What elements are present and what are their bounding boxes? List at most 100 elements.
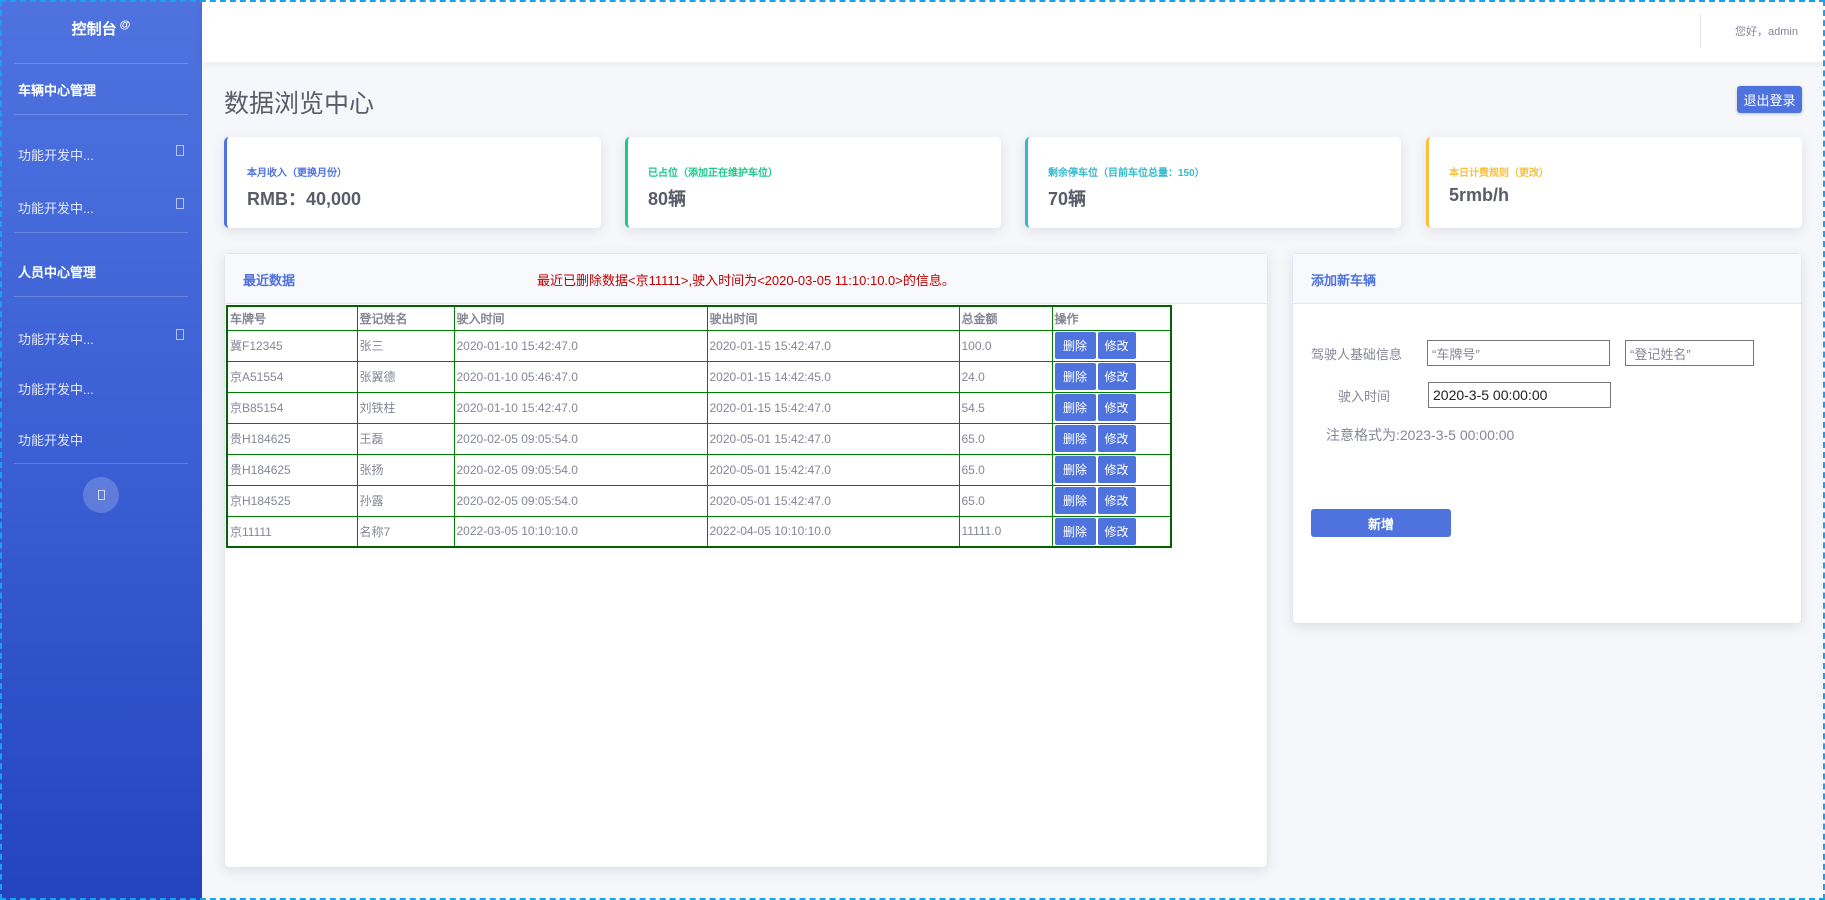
table-cell: 2020-01-10 15:42:47.0 bbox=[453, 329, 708, 362]
delete-button[interactable]: 删除 bbox=[1054, 425, 1096, 452]
sidebar-item-label: 功能开发中... bbox=[18, 332, 94, 347]
data-table: 车牌号 登记姓名 驶入时间 驶出时间 总金额 操作 冀F12345 张三 2020-01-10… bbox=[226, 305, 1172, 548]
brand-icon: @ bbox=[119, 19, 131, 31]
panel-title: 最近数据 bbox=[243, 273, 296, 288]
table-cell: 65.0 bbox=[958, 453, 1053, 486]
sidebar-toggle-button[interactable] bbox=[83, 477, 119, 513]
stat-card-label[interactable]: 本日计费规则（更改） bbox=[1449, 168, 1549, 179]
table-row: 京A51554 张翼德 2020-01-10 05:46:47.0 2020-01-1… bbox=[226, 360, 1172, 393]
edit-button[interactable]: 修改 bbox=[1097, 332, 1136, 359]
table-cell: 2020-02-05 09:05:54.0 bbox=[453, 422, 708, 455]
table-cell: 2020-02-05 09:05:54.0 bbox=[453, 484, 708, 517]
delete-button[interactable]: 删除 bbox=[1054, 487, 1096, 514]
user-greeting[interactable]: 您好，admin bbox=[1735, 26, 1798, 38]
stat-card-label[interactable]: 本月收入（更换月份） bbox=[247, 168, 347, 179]
divider bbox=[14, 296, 188, 297]
edit-button[interactable]: 修改 bbox=[1097, 456, 1136, 483]
actions-cell: 删除 修改 bbox=[1051, 360, 1172, 393]
sidebar-item[interactable]: 功能开发中... bbox=[18, 379, 184, 398]
entry-time-input[interactable] bbox=[1428, 382, 1611, 408]
name-input[interactable] bbox=[1625, 340, 1754, 366]
stat-card: 本月收入（更换月份） RMB：40,000 bbox=[224, 137, 601, 228]
delete-button[interactable]: 删除 bbox=[1054, 394, 1096, 421]
stat-card-label[interactable]: 已占位（添加正在维护车位） bbox=[648, 168, 778, 179]
column-header: 车牌号 bbox=[226, 305, 358, 331]
sidebar-section-vehicle: 车辆中心管理 bbox=[18, 83, 97, 98]
actions-cell: 删除 修改 bbox=[1051, 329, 1172, 362]
toggle-icon bbox=[97, 490, 105, 500]
table-cell: 孙露 bbox=[356, 484, 455, 517]
sidebar-item[interactable]: 功能开发中 bbox=[18, 430, 184, 449]
column-header: 登记姓名 bbox=[356, 305, 455, 331]
edit-button[interactable]: 修改 bbox=[1097, 517, 1136, 545]
stat-card-value: 80辆 bbox=[648, 189, 687, 209]
recent-data-panel: 最近数据 最近已删除数据<京11111>,驶入时间为<2020-03-05 11… bbox=[224, 253, 1268, 868]
table-row: 冀F12345 张三 2020-01-10 15:42:47.0 2020-01-15… bbox=[226, 329, 1172, 362]
table-cell: 2020-01-10 15:42:47.0 bbox=[453, 391, 708, 424]
sidebar-item-label: 功能开发中... bbox=[18, 148, 94, 163]
entry-time-label: 驶入时间 bbox=[1338, 389, 1391, 404]
sidebar-item[interactable]: 功能开发中... bbox=[18, 198, 184, 217]
column-header: 驶入时间 bbox=[453, 305, 708, 331]
stat-card: 剩余停车位（目前车位总量：150） 70辆 bbox=[1025, 137, 1401, 228]
table-cell: 2020-02-05 09:05:54.0 bbox=[453, 453, 708, 486]
sidebar: 控制台 @ 车辆中心管理 功能开发中... 功能开发中... 人员中心管理 功能开… bbox=[0, 0, 202, 900]
sidebar-brand[interactable]: 控制台 @ bbox=[0, 18, 202, 39]
delete-button[interactable]: 删除 bbox=[1054, 332, 1096, 359]
edit-button[interactable]: 修改 bbox=[1097, 425, 1136, 452]
table-cell: 2020-01-15 15:42:47.0 bbox=[706, 329, 960, 362]
table-cell: 2022-03-05 10:10:10.0 bbox=[453, 515, 708, 548]
chevron-icon bbox=[176, 329, 184, 340]
logout-button[interactable]: 退出登录 bbox=[1737, 86, 1802, 113]
table-cell: 刘铁柱 bbox=[356, 391, 455, 424]
sidebar-item[interactable]: 功能开发中... bbox=[18, 329, 184, 348]
add-button[interactable]: 新增 bbox=[1311, 509, 1451, 537]
table-cell: 京H184525 bbox=[226, 484, 358, 517]
stat-card-value: RMB：40,000 bbox=[247, 189, 362, 209]
edit-button[interactable]: 修改 bbox=[1097, 394, 1136, 421]
divider bbox=[14, 463, 188, 464]
table-cell: 2020-01-15 14:42:45.0 bbox=[706, 360, 960, 393]
sidebar-section-people: 人员中心管理 bbox=[18, 265, 97, 280]
table-cell: 2020-05-01 15:42:47.0 bbox=[706, 422, 960, 455]
table-cell: 冀F12345 bbox=[226, 329, 358, 362]
delete-button[interactable]: 删除 bbox=[1054, 517, 1096, 545]
table-cell: 2020-01-15 15:42:47.0 bbox=[706, 391, 960, 424]
sidebar-item-label: 功能开发中... bbox=[18, 382, 94, 397]
table-cell: 京A51554 bbox=[226, 360, 358, 393]
table-cell: 京11111 bbox=[226, 515, 358, 548]
panel-header: 添加新车辆 bbox=[1293, 254, 1801, 304]
format-note: 注意格式为:2023-3-5 00:00:00 bbox=[1326, 427, 1515, 443]
chevron-icon bbox=[176, 198, 184, 209]
stat-card: 已占位（添加正在维护车位） 80辆 bbox=[625, 137, 1001, 228]
table-cell: 王磊 bbox=[356, 422, 455, 455]
divider bbox=[14, 232, 188, 233]
plate-input[interactable] bbox=[1427, 340, 1610, 366]
edit-button[interactable]: 修改 bbox=[1097, 487, 1136, 514]
actions-cell: 删除 修改 bbox=[1051, 453, 1172, 486]
delete-button[interactable]: 删除 bbox=[1054, 363, 1096, 390]
table-cell: 24.0 bbox=[958, 360, 1053, 393]
sidebar-item[interactable]: 功能开发中... bbox=[18, 145, 184, 164]
table-row: 贵H184625 张扬 2020-02-05 09:05:54.0 2020-05-0… bbox=[226, 453, 1172, 486]
actions-cell: 删除 修改 bbox=[1051, 391, 1172, 424]
brand-text: 控制台 bbox=[71, 21, 117, 38]
table-cell: 54.5 bbox=[958, 391, 1053, 424]
stat-card-value: 5rmb/h bbox=[1449, 185, 1510, 205]
table-cell: 11111.0 bbox=[958, 515, 1053, 548]
table-cell: 张扬 bbox=[356, 453, 455, 486]
delete-button[interactable]: 删除 bbox=[1054, 456, 1096, 483]
table-cell: 65.0 bbox=[958, 484, 1053, 517]
add-vehicle-panel: 添加新车辆 驾驶人基础信息 驶入时间 注意格式为:2023-3-5 00:00:… bbox=[1292, 253, 1802, 624]
table-cell: 100.0 bbox=[958, 329, 1053, 362]
column-header: 操作 bbox=[1051, 305, 1172, 331]
stat-card-label[interactable]: 剩余停车位（目前车位总量：150） bbox=[1048, 168, 1205, 179]
actions-cell: 删除 修改 bbox=[1051, 422, 1172, 455]
actions-cell: 删除 修改 bbox=[1051, 484, 1172, 517]
sidebar-item-label: 功能开发中 bbox=[18, 433, 84, 448]
table-cell: 京B85154 bbox=[226, 391, 358, 424]
stat-card-value: 70辆 bbox=[1048, 189, 1087, 209]
actions-cell: 删除 修改 bbox=[1051, 515, 1172, 548]
edit-button[interactable]: 修改 bbox=[1097, 363, 1136, 390]
table-cell: 2020-05-01 15:42:47.0 bbox=[706, 453, 960, 486]
